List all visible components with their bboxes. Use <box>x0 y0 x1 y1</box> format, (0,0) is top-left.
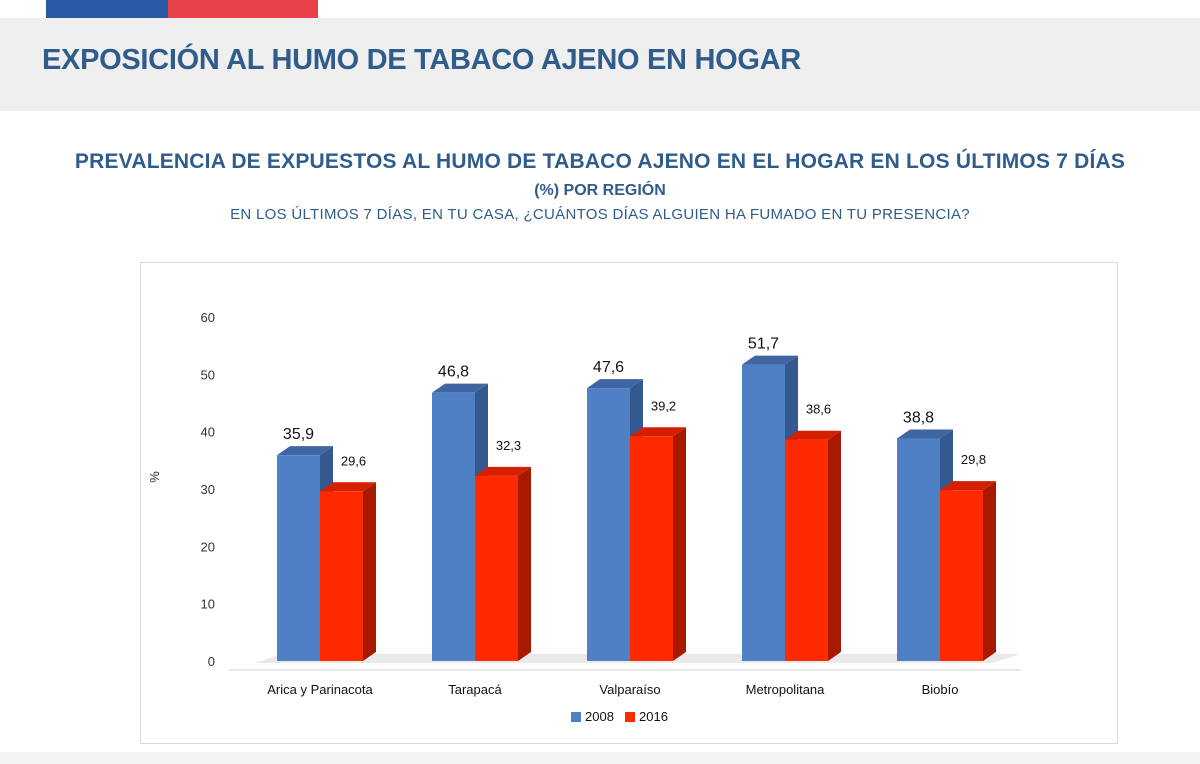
y-axis-label: % <box>147 471 162 483</box>
data-label-2008: 38,8 <box>903 410 934 427</box>
flag-stripe-blue <box>46 0 168 18</box>
y-tick-label: 10 <box>201 597 215 612</box>
bar-side-2016 <box>363 482 376 661</box>
bar-top-2008 <box>432 383 488 393</box>
x-tick-label: Arica y Parinacota <box>267 682 373 697</box>
legend-swatch-2008 <box>571 712 581 722</box>
bar-top-2016 <box>630 427 686 437</box>
bar-2016 <box>630 436 673 661</box>
bar-2008 <box>432 392 475 661</box>
bar-side-2016 <box>983 481 996 661</box>
bar-2016 <box>940 490 983 661</box>
header-band <box>0 18 1200 111</box>
data-label-2016: 39,2 <box>651 398 676 413</box>
bar-side-2016 <box>673 427 686 661</box>
data-label-2008: 35,9 <box>283 426 314 443</box>
y-tick-label: 20 <box>201 539 215 554</box>
x-tick-label: Valparaíso <box>599 682 660 697</box>
footer-strip <box>0 752 1200 764</box>
bar-2008 <box>587 388 630 661</box>
bar-top-2016 <box>475 466 531 476</box>
bar-top-2008 <box>587 379 643 389</box>
bar-top-2016 <box>785 430 841 440</box>
bar-chart: 0 10 20 30 40 50 60% 35,9 29,6 Arica y Parinacota… <box>147 310 1021 724</box>
bar-top-2016 <box>320 482 376 492</box>
data-label-2016: 38,6 <box>806 402 831 417</box>
bar-2016 <box>475 475 518 661</box>
y-tick-label: 30 <box>201 482 215 497</box>
y-tick-label: 50 <box>201 367 215 382</box>
legend-label-2016: 2016 <box>639 709 668 724</box>
bar-top-2016 <box>940 481 996 491</box>
bar-top-2008 <box>897 429 953 439</box>
data-label-2008: 51,7 <box>748 336 779 353</box>
data-label-2016: 32,3 <box>496 438 521 453</box>
bar-2016 <box>320 491 363 661</box>
x-tick-label: Tarapacá <box>448 682 502 697</box>
bar-top-2008 <box>742 355 798 365</box>
data-label-2008: 46,8 <box>438 364 469 381</box>
data-label-2016: 29,6 <box>341 453 366 468</box>
chart-container: 0 10 20 30 40 50 60% 35,9 29,6 Arica y Parinacota… <box>140 262 1118 744</box>
bar-side-2016 <box>828 430 841 661</box>
bar-side-2016 <box>518 466 531 661</box>
bar-2008 <box>897 438 940 661</box>
x-tick-label: Biobío <box>922 682 959 697</box>
legend-label-2008: 2008 <box>585 709 614 724</box>
chart-subtitle-main: PREVALENCIA DE EXPUESTOS AL HUMO DE TABA… <box>74 150 1126 173</box>
page-title: EXPOSICIÓN AL HUMO DE TABACO AJENO EN HO… <box>42 44 801 76</box>
bar-top-2008 <box>277 446 333 456</box>
chart-subtitle-question: EN LOS ÚLTIMOS 7 DÍAS, EN TU CASA, ¿CUÁN… <box>230 206 970 223</box>
y-tick-label: 60 <box>201 310 215 325</box>
flag-stripe-red <box>168 0 318 18</box>
bar-2008 <box>742 364 785 661</box>
y-tick-label: 40 <box>201 425 215 440</box>
bar-2016 <box>785 439 828 661</box>
legend-swatch-2016 <box>625 712 635 722</box>
y-tick-label: 0 <box>208 654 215 669</box>
data-label-2008: 47,6 <box>593 359 624 376</box>
x-tick-label: Metropolitana <box>746 682 826 697</box>
bar-2008 <box>277 455 320 661</box>
chart-subtitle-unit: (%) POR REGIÓN <box>534 182 666 199</box>
data-label-2016: 29,8 <box>961 452 986 467</box>
